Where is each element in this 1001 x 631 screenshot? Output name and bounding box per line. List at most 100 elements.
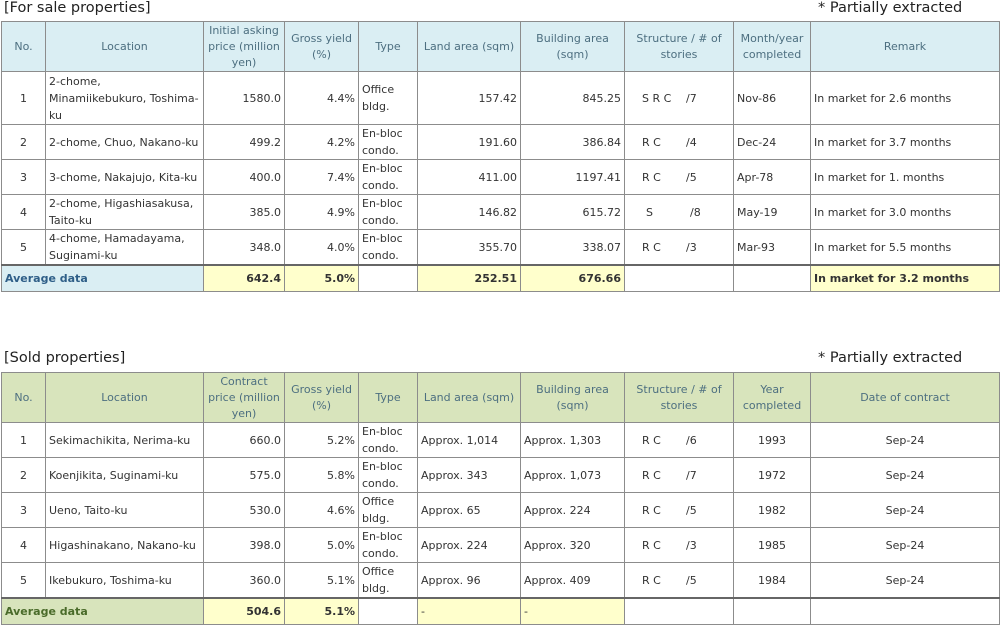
cell-yield: 5.0% <box>284 527 359 563</box>
average-date-empty <box>810 597 1000 625</box>
cell-structure: S R C/7 <box>624 71 734 125</box>
stories: /7 <box>686 91 697 105</box>
for-sale-table: No. Location Initial asking price (milli… <box>1 21 1000 292</box>
col-header-land: Land area (sqm) <box>417 21 521 72</box>
col-header-completed: Month/year completed <box>733 21 811 72</box>
cell-yield: 5.8% <box>284 457 359 493</box>
col-header-type: Type <box>358 21 418 72</box>
cell-land: Approx. 1,014 <box>417 422 521 458</box>
cell-date: Sep-24 <box>810 562 1000 599</box>
for-sale-title: [For sale properties] <box>4 0 151 16</box>
cell-building: Approx. 224 <box>520 492 625 528</box>
structure-code: R C <box>642 433 661 447</box>
col-header-building: Building area (sqm) <box>520 21 625 72</box>
cell-structure: R C/4 <box>624 124 734 160</box>
table-row: 1 Sekimachikita, Nerima-ku 660.0 5.2% En… <box>1 422 1000 458</box>
cell-building: Approx. 409 <box>520 562 625 599</box>
average-price: 504.6 <box>203 597 285 625</box>
cell-date: Sep-24 <box>810 492 1000 528</box>
cell-land: 146.82 <box>417 194 521 230</box>
table-row: 2 2-chome, Chuo, Nakano-ku 499.2 4.2% En… <box>1 124 1000 160</box>
average-row: Average data 504.6 5.1% - - <box>1 597 1000 625</box>
col-header-type: Type <box>358 372 418 423</box>
structure-code: R C <box>642 538 661 552</box>
average-structure-empty <box>624 597 734 625</box>
cell-building: 615.72 <box>520 194 625 230</box>
cell-yield: 4.0% <box>284 229 359 266</box>
cell-land: Approx. 224 <box>417 527 521 563</box>
col-header-structure: Structure / # of stories <box>624 372 734 423</box>
average-row: Average data 642.4 5.0% 252.51 676.66 In… <box>1 264 1000 292</box>
cell-remark: In market for 2.6 months <box>810 71 1000 125</box>
average-land: - <box>417 597 521 625</box>
cell-location: Higashinakano, Nakano-ku <box>45 527 204 563</box>
cell-land: Approx. 65 <box>417 492 521 528</box>
average-yield: 5.1% <box>284 597 359 625</box>
table-row: 1 2-chome, Minamiikebukuro, Toshima-ku 1… <box>1 71 1000 125</box>
cell-building: Approx. 1,073 <box>520 457 625 493</box>
col-header-structure: Structure / # of stories <box>624 21 734 72</box>
cell-land: 411.00 <box>417 159 521 195</box>
cell-year: 1984 <box>733 562 811 599</box>
table-row: 5 Ikebukuro, Toshima-ku 360.0 5.1% Offic… <box>1 562 1000 599</box>
cell-type: En-bloc condo. <box>358 422 418 458</box>
cell-price: 348.0 <box>203 229 285 266</box>
cell-price: 400.0 <box>203 159 285 195</box>
cell-location: 4-chome, Hamadayama, Suginami-ku <box>45 229 204 266</box>
col-header-location: Location <box>45 21 204 72</box>
cell-yield: 4.9% <box>284 194 359 230</box>
cell-structure: R C/3 <box>624 527 734 563</box>
stories: /4 <box>686 135 697 149</box>
sold-table: No. Location Contract price (million yen… <box>1 372 1000 625</box>
average-remark: In market for 3.2 months <box>810 264 1000 292</box>
average-structure-empty <box>624 264 734 292</box>
structure-code: R C <box>642 573 661 587</box>
cell-location: 2-chome, Chuo, Nakano-ku <box>45 124 204 160</box>
cell-land: 191.60 <box>417 124 521 160</box>
cell-structure: R C/6 <box>624 422 734 458</box>
stories: /5 <box>686 503 697 517</box>
cell-year: 1982 <box>733 492 811 528</box>
cell-year: 1972 <box>733 457 811 493</box>
cell-completed: Apr-78 <box>733 159 811 195</box>
cell-date: Sep-24 <box>810 422 1000 458</box>
stories: /6 <box>686 433 697 447</box>
cell-type: En-bloc condo. <box>358 159 418 195</box>
cell-land: 157.42 <box>417 71 521 125</box>
cell-price: 385.0 <box>203 194 285 230</box>
cell-location: 2-chome, Minamiikebukuro, Toshima-ku <box>45 71 204 125</box>
cell-type: Office bldg. <box>358 71 418 125</box>
cell-price: 1580.0 <box>203 71 285 125</box>
col-header-remark: Remark <box>810 21 1000 72</box>
col-header-no: No. <box>1 21 46 72</box>
cell-land: Approx. 96 <box>417 562 521 599</box>
header-row: No. Location Contract price (million yen… <box>1 372 1000 423</box>
average-land: 252.51 <box>417 264 521 292</box>
cell-type: En-bloc condo. <box>358 194 418 230</box>
col-header-location: Location <box>45 372 204 423</box>
cell-date: Sep-24 <box>810 527 1000 563</box>
structure-code: R C <box>642 503 661 517</box>
header-row: No. Location Initial asking price (milli… <box>1 21 1000 72</box>
cell-yield: 4.4% <box>284 71 359 125</box>
cell-price: 575.0 <box>203 457 285 493</box>
for-sale-note: * Partially extracted <box>818 0 963 16</box>
cell-type: En-bloc condo. <box>358 457 418 493</box>
average-label: Average data <box>1 597 204 625</box>
cell-location: Ikebukuro, Toshima-ku <box>45 562 204 599</box>
cell-no: 1 <box>1 71 46 125</box>
cell-no: 5 <box>1 229 46 266</box>
table-row: 4 2-chome, Higashiasakusa, Taito-ku 385.… <box>1 194 1000 230</box>
average-type-empty <box>358 264 418 292</box>
cell-price: 530.0 <box>203 492 285 528</box>
stories: /8 <box>690 205 701 219</box>
col-header-price: Initial asking price (million yen) <box>203 21 285 72</box>
cell-no: 2 <box>1 124 46 160</box>
cell-structure: R C/3 <box>624 229 734 266</box>
cell-yield: 5.1% <box>284 562 359 599</box>
cell-structure: R C/5 <box>624 492 734 528</box>
average-type-empty <box>358 597 418 625</box>
cell-remark: In market for 1. months <box>810 159 1000 195</box>
stories: /3 <box>686 538 697 552</box>
sold-title: [Sold properties] <box>4 350 126 366</box>
